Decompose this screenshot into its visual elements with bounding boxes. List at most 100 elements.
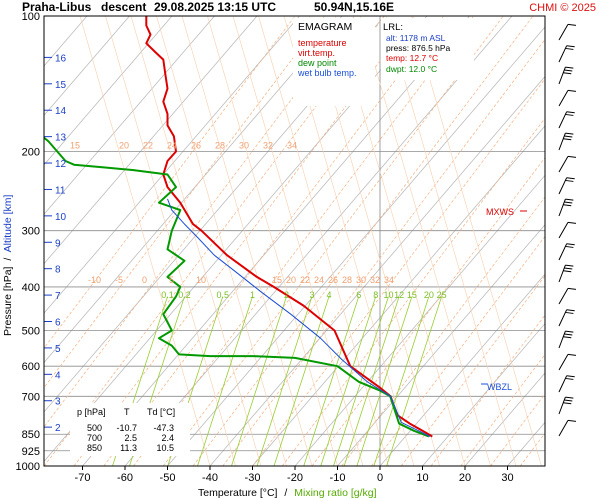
moist-adiabat-line (411, 16, 542, 466)
isotherm-line (44, 16, 215, 215)
wind-barb (558, 353, 577, 371)
isotherm-line (82, 16, 470, 466)
dry-adiabat-line (311, 157, 545, 466)
isotherm-line (167, 26, 545, 466)
legend-temperature: temperature (298, 38, 347, 48)
isotherm-line (379, 273, 545, 466)
mixing-ratio-line (373, 296, 430, 466)
temperature-tick-label: -10 (330, 472, 346, 484)
mixing-ratio-label: 0.5 (216, 290, 229, 300)
mixing-ratio-label: 2 (284, 290, 289, 300)
lrl-temp: temp: 12.7 °C (386, 53, 438, 63)
mixing-ratio-line (273, 296, 330, 466)
adiabat-label-400: 0 (142, 275, 147, 285)
grid (44, 16, 600, 466)
isotherm-line (550, 16, 600, 466)
altitude-tick-label: 13 (55, 133, 67, 144)
mixing-ratio-label: 0.1 (161, 290, 174, 300)
pressure-tick-label: 200 (22, 146, 40, 158)
wind-barb-staff (558, 156, 569, 173)
wind-barb (558, 132, 574, 151)
adiabat-label-400: 22 (300, 275, 310, 285)
wind-barb-staff (558, 288, 569, 305)
table-row: 500 -10.7 -47.3 (87, 423, 174, 433)
moist-adiabat-line (207, 16, 338, 466)
isotherm-line (124, 16, 513, 466)
isotherm-line (44, 16, 130, 117)
pressure-tick-label: 925 (22, 446, 40, 458)
isotherm-line (337, 224, 545, 466)
adiabat-label-400: 5 (169, 275, 174, 285)
temperature-tick-label: -30 (245, 472, 261, 484)
moist-adiabat-line (181, 16, 313, 466)
wind-barb-staff (558, 354, 569, 371)
adiabat-label-200: 24 (167, 140, 177, 150)
adiabat-label-400: -10 (88, 275, 101, 285)
wind-barb (558, 375, 575, 393)
mixing-ratio-label: 12 (394, 290, 404, 300)
altitude-tick-label: 16 (55, 53, 67, 64)
isotherm-line (209, 75, 545, 466)
wind-barb-flag (567, 353, 577, 356)
wind-barb-flag (564, 135, 573, 138)
dry-adiabat-line (341, 196, 545, 466)
mixing-ratio-label: 1 (250, 290, 255, 300)
isotherm-line (44, 16, 173, 166)
wind-barb (558, 198, 574, 217)
altitude-tick-label: 9 (55, 238, 61, 249)
temperature-tick-label: -20 (287, 472, 303, 484)
dry-adiabat-line (192, 16, 534, 466)
lrl-box (381, 18, 474, 80)
pressure-tick-label: 850 (22, 429, 40, 441)
dry-adiabat-line (162, 16, 504, 466)
wind-barb-flag (563, 402, 572, 405)
wind-barb-flag (565, 47, 574, 50)
isotherm-line (44, 16, 343, 364)
temperature-tick-label: 20 (459, 472, 471, 484)
table-cell-td: 10.5 (156, 443, 174, 453)
pressure-tick-label: 500 (22, 326, 40, 338)
table-cell-p: 700 (87, 433, 102, 443)
table-cell-p: 850 (87, 443, 102, 453)
pressure-tick-label: 1000 (16, 461, 40, 473)
altitude-tick-label: 2 (55, 423, 61, 434)
header-type: descent (101, 0, 146, 14)
moist-adiabat-line (79, 16, 211, 466)
wind-barb (558, 243, 575, 261)
table-cell-t: 11.3 (120, 443, 137, 453)
table-header-td: Td [°C] (147, 407, 175, 417)
temperature-tick-label: -40 (202, 472, 218, 484)
wind-barb-flag (565, 377, 574, 380)
wind-barb (558, 330, 574, 349)
mixing-ratio-line (256, 296, 313, 466)
temperature-tick-label: -50 (160, 472, 176, 484)
mixing-ratio-line (333, 296, 389, 466)
adiabat-label-200: 30 (239, 140, 249, 150)
mixing-ratio-line (386, 296, 443, 466)
adiabat-label-400: 24 (314, 275, 324, 285)
wind-barb-flag (565, 179, 574, 182)
wind-barb (558, 45, 575, 63)
dry-adiabat-line (550, 16, 600, 466)
table-cell-t: 2.5 (124, 433, 137, 443)
mixing-ratio-label: 4 (326, 290, 331, 300)
lrl-title: LRL: (383, 22, 403, 33)
legend-virt-temp: virt.temp. (298, 48, 335, 58)
wind-barb-flag (567, 419, 577, 422)
mixing-ratio-label: 0.2 (178, 290, 191, 300)
altitude-tick-label: 7 (55, 291, 61, 302)
wind-barb-flag (564, 201, 573, 204)
temperature-tick-label: 0 (377, 472, 383, 484)
wind-barb-flag (566, 177, 575, 180)
adiabat-label-200: 28 (215, 140, 225, 150)
moist-adiabat-line (232, 16, 364, 466)
moist-adiabat-line (130, 16, 262, 466)
legend-box (293, 18, 375, 106)
wind-barb (558, 155, 577, 173)
header-station: Praha-Libus (22, 0, 92, 14)
dry-adiabat-line (222, 38, 545, 466)
table-header-t: T (124, 407, 130, 417)
pressure-tick-label: 600 (22, 361, 40, 373)
series-dew-point-line (44, 136, 430, 438)
